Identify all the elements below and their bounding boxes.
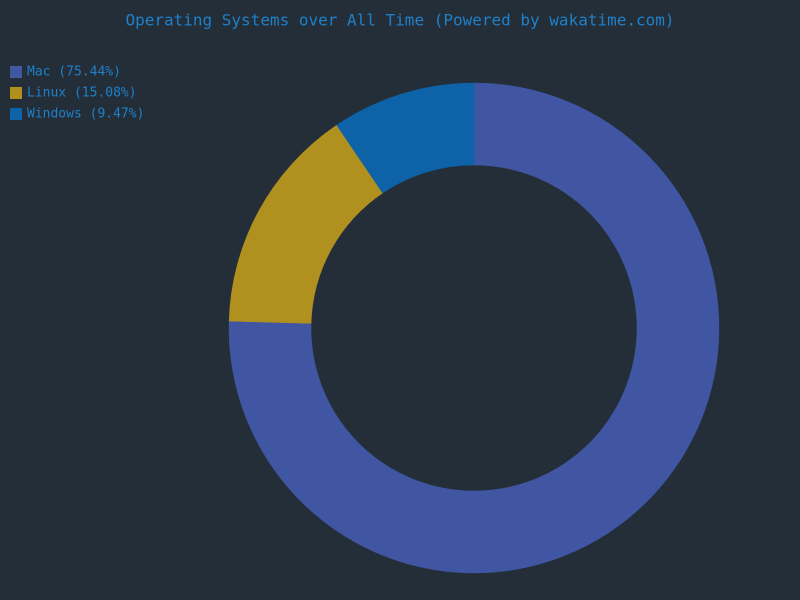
chart-title: Operating Systems over All Time (Powered…	[125, 11, 674, 30]
donut-slice	[336, 82, 475, 194]
donut-slice	[228, 82, 720, 574]
legend-swatch	[10, 108, 22, 120]
legend-label: Linux (15.08%)	[27, 86, 137, 101]
legend-label: Mac (75.44%)	[27, 65, 121, 80]
legend-swatch	[10, 87, 22, 99]
legend-label: Windows (9.47%)	[27, 107, 144, 122]
legend-swatch	[10, 66, 22, 78]
